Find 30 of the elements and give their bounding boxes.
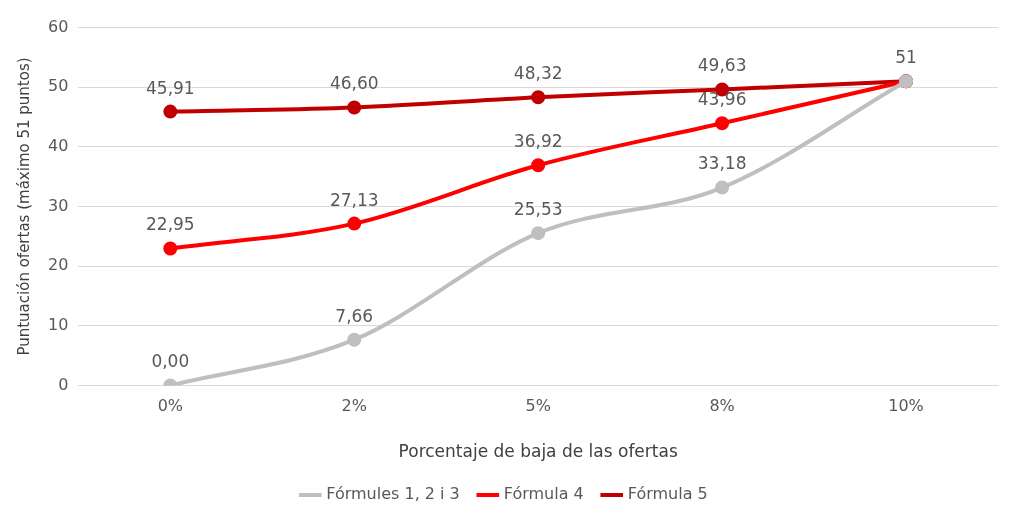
data-label: 7,66: [335, 305, 374, 326]
x-tick-label: 5%: [525, 396, 551, 416]
data-label: 43,96: [697, 89, 747, 110]
y-tick-label: 40: [48, 136, 69, 156]
data-label: 49,63: [697, 55, 747, 76]
data-label: 22,95: [145, 214, 195, 235]
y-tick-label: 60: [48, 16, 69, 36]
legend-label: Fórmula 5: [627, 484, 708, 504]
data-label: 27,13: [329, 189, 379, 210]
legend-label: Fórmula 4: [503, 484, 584, 504]
x-tick-label: 2%: [341, 396, 367, 416]
data-label: 48,32: [513, 63, 563, 84]
data-label: 51: [895, 47, 917, 68]
data-label: 46,60: [329, 73, 379, 94]
y-axis-title: Puntuación ofertas (máximo 51 puntos): [14, 57, 33, 356]
data-label: 45,91: [145, 77, 195, 98]
x-tick-label: 8%: [709, 396, 735, 416]
x-tick-label: 0%: [157, 396, 184, 416]
y-tick-label: 30: [48, 195, 69, 215]
y-tick-label: 0: [58, 374, 69, 394]
data-label: 25,53: [513, 199, 563, 220]
data-label: 33,18: [697, 153, 747, 174]
data-label: 36,92: [513, 131, 563, 152]
y-tick-label: 20: [48, 255, 69, 275]
y-tick-label: 50: [48, 76, 69, 96]
legend-label: Fórmules 1, 2 i 3: [326, 484, 460, 504]
data-label: 0,00: [151, 351, 190, 372]
y-tick-label: 10: [48, 314, 69, 334]
x-tick-label: 10%: [888, 396, 924, 416]
x-axis-title: Porcentaje de baja de las ofertas: [398, 441, 678, 462]
